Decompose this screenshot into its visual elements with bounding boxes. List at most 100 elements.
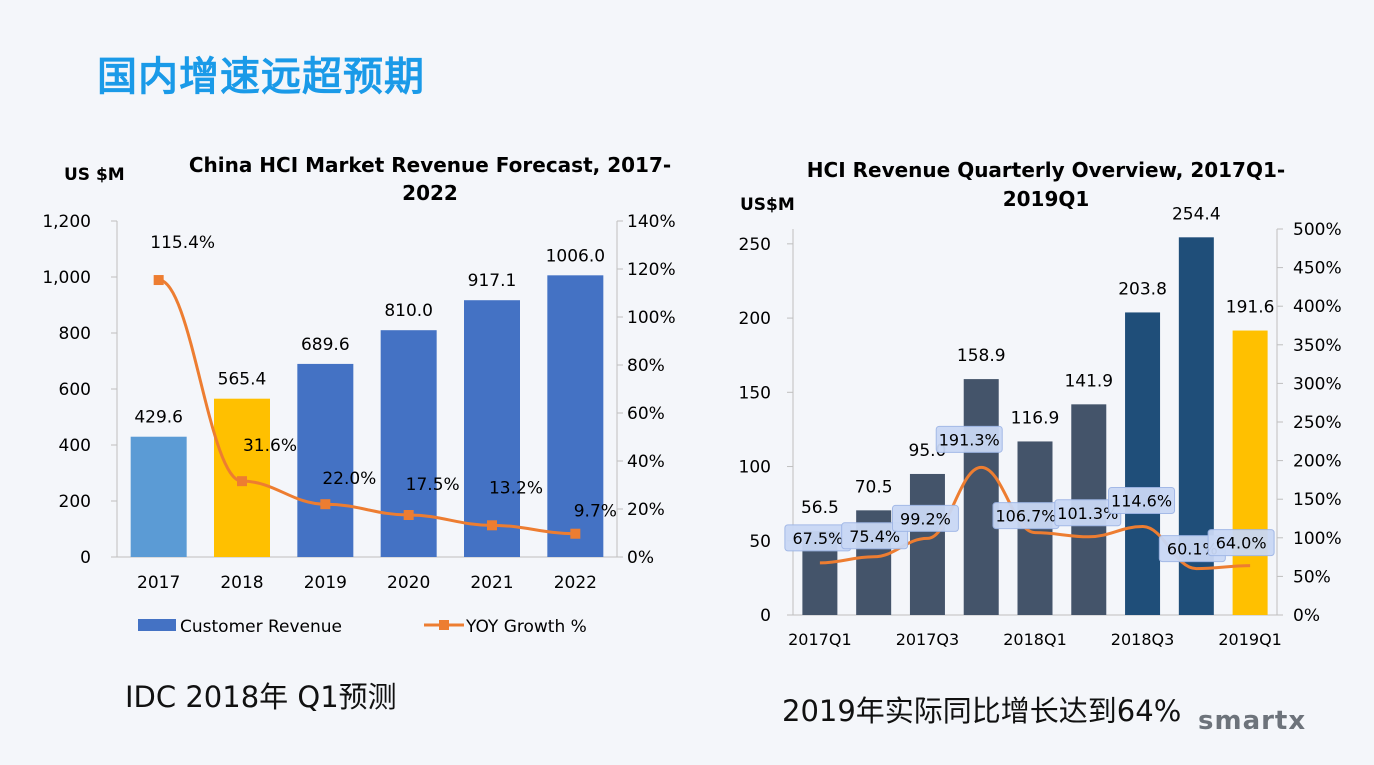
chart1-bar-label: 917.1 [468, 271, 517, 291]
chart2-y2-tick-label: 300% [1293, 374, 1342, 394]
chart2-y-tick-label: 150 [739, 383, 771, 403]
chart1-bar [380, 330, 437, 557]
chart2-y2-tick-label: 500% [1293, 220, 1342, 240]
chart2-line-label-box [891, 504, 959, 532]
chart1-x-tick-label: 2019 [304, 573, 347, 593]
chart2-line-label: 101.3% [1057, 504, 1118, 523]
chart2-line-label: 106.7% [995, 507, 1056, 526]
chart2-line-label-box [841, 522, 909, 550]
chart2-line-label: 99.2% [900, 509, 951, 528]
chart2-bar-label: 116.9 [1011, 408, 1060, 428]
chart1-line-marker [570, 528, 581, 539]
chart1-line-marker [487, 520, 497, 531]
chart1-line-label: 17.5% [406, 475, 460, 495]
chart1-bar-label: 1006.0 [546, 246, 605, 266]
chart2-y2-tick-label: 150% [1293, 490, 1342, 510]
chart2-line-label: 60.1% [1167, 540, 1218, 559]
chart1-y2-tick-label: 0% [627, 548, 654, 568]
chart2-line-label-box [1108, 487, 1176, 515]
chart2-bar-label: 56.5 [801, 498, 839, 518]
chart1-x-tick-label: 2018 [220, 573, 263, 593]
chart2-bar-label: 158.9 [957, 346, 1006, 366]
chart1-title-line: 2022 [402, 181, 458, 205]
chart2-bar [963, 379, 999, 615]
chart2-x-tick-label: 2017Q3 [896, 630, 960, 649]
chart2-title-line: 2019Q1 [1003, 187, 1090, 211]
chart2-x-tick-label: 2019Q1 [1218, 630, 1282, 649]
chart1-line-marker [320, 499, 331, 510]
chart2-line-label-box [935, 425, 1003, 453]
chart2-bar [909, 473, 945, 615]
chart2-line-label: 67.5% [792, 529, 843, 548]
chart1-y-tick-label: 400 [59, 436, 91, 456]
chart1-y2-tick-label: 60% [627, 404, 665, 424]
chart1-y2-tick-label: 120% [627, 260, 676, 280]
chart1-y-tick-label: 0 [80, 548, 91, 568]
chart1-y-tick-label: 1,200 [42, 212, 91, 232]
chart1-legend-line-label: YOY Growth % [465, 617, 587, 637]
chart1-legend-bar-swatch [138, 619, 176, 631]
chart1-x-tick-label: 2017 [137, 573, 180, 593]
chart1-line-label: 22.0% [322, 469, 376, 489]
caption-left: IDC 2018年 Q1预测 [125, 680, 397, 714]
chart2-line-label: 114.6% [1111, 492, 1172, 511]
chart2-x-tick-label: 2017Q1 [788, 630, 852, 649]
chart1-y-tick-label: 200 [59, 492, 91, 512]
chart1-bar-label: 689.6 [301, 335, 350, 355]
chart1-bar [130, 436, 187, 557]
brand-logo: smartx [1198, 706, 1307, 736]
chart2-x-tick-label: 2018Q3 [1111, 630, 1175, 649]
chart2-y-axis-label: US$M [740, 195, 795, 215]
chart2-line-label: 191.3% [939, 430, 1000, 449]
chart1-y-tick-label: 1,000 [42, 268, 91, 288]
chart2-bar-label: 191.6 [1226, 298, 1275, 318]
chart1-legend-bar-label: Customer Revenue [180, 617, 342, 637]
chart1-bar [547, 275, 604, 557]
slide-title: 国内增速远超预期 [97, 54, 425, 100]
caption-right: 2019年实际同比增长达到64% [782, 694, 1182, 728]
chart1-x-tick-label: 2022 [554, 573, 597, 593]
chart1-y2-tick-label: 140% [627, 212, 676, 232]
chart2-y2-tick-label: 250% [1293, 413, 1342, 433]
chart1-y2-tick-label: 20% [627, 500, 665, 520]
chart1-bar-label: 429.6 [134, 408, 183, 428]
chart1-line-marker [153, 275, 164, 286]
chart1-y2-tick-label: 80% [627, 356, 665, 376]
chart2-bar-label: 203.8 [1118, 279, 1167, 299]
chart1-y-axis-label: US $M [64, 165, 125, 185]
chart1-y2-tick-label: 40% [627, 452, 665, 472]
chart1-bar [464, 300, 520, 557]
chart2-y2-tick-label: 200% [1293, 452, 1342, 472]
chart2-y2-tick-label: 50% [1293, 567, 1331, 587]
chart1-line-label: 9.7% [574, 502, 617, 522]
chart1-bar-label: 810.0 [384, 301, 433, 321]
chart2-title-line: HCI Revenue Quarterly Overview, 2017Q1- [807, 158, 1285, 182]
chart1-line-label: 31.6% [243, 436, 297, 456]
chart2-x-tick-label: 2018Q1 [1003, 630, 1067, 649]
chart2-y-tick-label: 200 [739, 309, 771, 329]
chart1-line-marker [403, 510, 414, 520]
chart1-line-marker [237, 476, 247, 487]
chart2-bar-label: 70.5 [855, 477, 893, 497]
chart2-y2-tick-label: 450% [1293, 259, 1342, 279]
chart2-y2-tick-label: 400% [1293, 297, 1342, 317]
chart2-line-label: 75.4% [849, 527, 900, 546]
chart1-line-label: 13.2% [489, 478, 543, 498]
chart2-y2-tick-label: 100% [1293, 529, 1342, 549]
chart1-x-tick-label: 2021 [470, 573, 513, 593]
chart2-bar-label: 141.9 [1064, 371, 1113, 391]
chart2-y2-tick-label: 350% [1293, 336, 1342, 356]
chart2-bar [1125, 312, 1161, 615]
chart1-line-label: 115.4% [150, 233, 215, 253]
chart2-y2-tick-label: 0% [1293, 606, 1320, 626]
chart1-title-line: China HCI Market Revenue Forecast, 2017- [189, 153, 671, 177]
chart1-y2-tick-label: 100% [627, 308, 676, 328]
chart2-y-tick-label: 0 [760, 606, 771, 626]
chart1-bar [297, 363, 354, 557]
chart2-bar [1232, 330, 1268, 615]
chart2-line-label-box [1207, 529, 1275, 557]
chart1-legend-line-marker [439, 620, 449, 630]
chart2-y-tick-label: 250 [739, 235, 771, 255]
chart2-y-tick-label: 100 [739, 458, 771, 478]
